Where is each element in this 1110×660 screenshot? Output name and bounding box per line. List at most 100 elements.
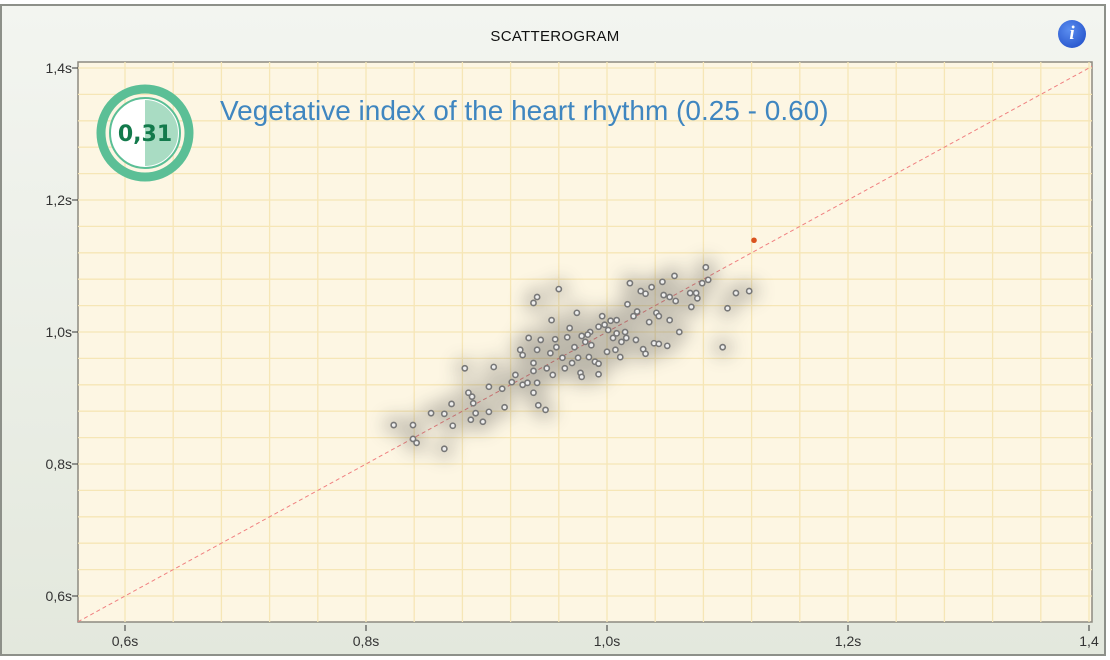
- scatter-point: [603, 348, 611, 356]
- scatter-point: [704, 276, 712, 284]
- scatter-point: [449, 422, 457, 430]
- scatter-point: [501, 403, 508, 411]
- scatter-point: [601, 321, 608, 329]
- scatter-point: [578, 373, 586, 381]
- x-tick-label: 0,8s: [353, 633, 379, 649]
- scatter-point: [530, 299, 537, 307]
- identity-diagonal: [77, 65, 1093, 623]
- scatter-point: [581, 338, 589, 346]
- points: [390, 237, 757, 453]
- y-tick-label: 0,6s: [46, 588, 72, 604]
- scatter-point: [637, 287, 645, 295]
- scatter-point: [642, 350, 649, 358]
- scatter-point: [660, 291, 668, 299]
- scatter-point: [687, 303, 695, 311]
- scatter-point: [595, 360, 602, 368]
- gauge-outer-ring: [96, 84, 194, 182]
- scatter-point: [546, 349, 554, 357]
- scatter-point: [561, 364, 569, 372]
- scatter-point: [585, 353, 593, 361]
- scatter-point: [498, 385, 506, 393]
- scatter-point: [732, 289, 740, 297]
- scatter-point: [485, 383, 493, 391]
- scatter-point: [648, 283, 655, 291]
- scatter-point: [427, 409, 435, 417]
- scatter-point: [525, 334, 533, 342]
- scatter-point: [692, 289, 700, 297]
- info-icon[interactable]: i: [1058, 20, 1086, 48]
- scatter-point: [672, 297, 680, 305]
- scatter-point: [613, 316, 621, 324]
- scatter-point: [440, 445, 448, 453]
- scatter-point: [530, 359, 537, 367]
- gauge-value: 0,31: [118, 122, 172, 147]
- scatter-point: [626, 279, 634, 287]
- scatter-point: [624, 300, 631, 308]
- axes: 0,6s 0,8s 1,0s 1,2s 1,4 1,4s 1,2s 1,0s 0,8s 0,6s: [46, 60, 1099, 649]
- scatter-point: [563, 333, 571, 341]
- scatter-point: [595, 323, 602, 331]
- vegetative-index-label: Vegetative index of the heart rhythm (0.…: [220, 95, 829, 126]
- scatter-point: [621, 328, 629, 336]
- scatter-point: [609, 334, 617, 342]
- scatter-point: [543, 364, 551, 372]
- scatter-point: [519, 351, 527, 359]
- scatter-point: [574, 354, 582, 362]
- scatter-point: [551, 335, 559, 343]
- scatter-point: [633, 308, 641, 315]
- scatter-point: [607, 317, 615, 325]
- scatter-point: [698, 279, 706, 287]
- scatter-point: [655, 312, 663, 320]
- scatter-point: [524, 379, 531, 387]
- scatter-point: [587, 341, 595, 349]
- scatter-point: [571, 343, 578, 351]
- scatter-point: [559, 354, 566, 362]
- scatter-point: [663, 342, 671, 350]
- scatter-point: [693, 294, 701, 302]
- scatter-point: [724, 304, 731, 312]
- scatter-point: [666, 316, 674, 324]
- scatter-point: [533, 346, 541, 354]
- scatter-point: [675, 328, 683, 336]
- scatter-point: [702, 263, 710, 271]
- x-tick-label: 0,6s: [112, 633, 138, 649]
- scatter-point: [666, 293, 674, 301]
- vegetative-index-gauge: 0,31: [96, 84, 194, 182]
- scatter-point: [530, 367, 537, 375]
- scatter-point: [618, 338, 625, 346]
- scatter-point: [537, 336, 545, 344]
- y-tick-label: 1,0s: [46, 324, 72, 340]
- scatter-point: [472, 409, 480, 417]
- scatter-point: [568, 359, 576, 367]
- scatter-point: [616, 353, 624, 361]
- scatter-point: [516, 346, 524, 354]
- scatter-point: [655, 340, 663, 348]
- scatter-point: [461, 364, 469, 372]
- scatter-point: [578, 332, 586, 340]
- scatter-point: [613, 329, 621, 337]
- scatter-point: [469, 399, 477, 407]
- scatter-point: [549, 371, 557, 379]
- scatter-point: [659, 278, 666, 286]
- y-tick-label: 1,4s: [46, 60, 72, 76]
- scatter-point: [448, 400, 455, 408]
- x-tick-label: 1,4: [1079, 633, 1099, 649]
- scatter-point: [534, 401, 542, 409]
- scatter-point: [598, 312, 606, 320]
- scatter-point: [533, 379, 541, 387]
- scatter-point: [566, 324, 574, 332]
- scatter-point: [465, 389, 472, 397]
- scatter-point: [533, 293, 541, 301]
- y-tick-label: 0,8s: [46, 456, 72, 472]
- highlight-point: [751, 237, 757, 244]
- x-tick-label: 1,2s: [835, 633, 861, 649]
- gauge-fill: [145, 100, 178, 166]
- scatter-point: [595, 370, 602, 378]
- scatter-point: [686, 289, 694, 297]
- scatter-point: [409, 421, 417, 429]
- title-bar: SCATTEROGRAM: [0, 6, 1110, 62]
- scatter-point: [512, 371, 519, 379]
- scatter-point: [409, 435, 417, 443]
- panel-title: SCATTEROGRAM: [490, 28, 620, 45]
